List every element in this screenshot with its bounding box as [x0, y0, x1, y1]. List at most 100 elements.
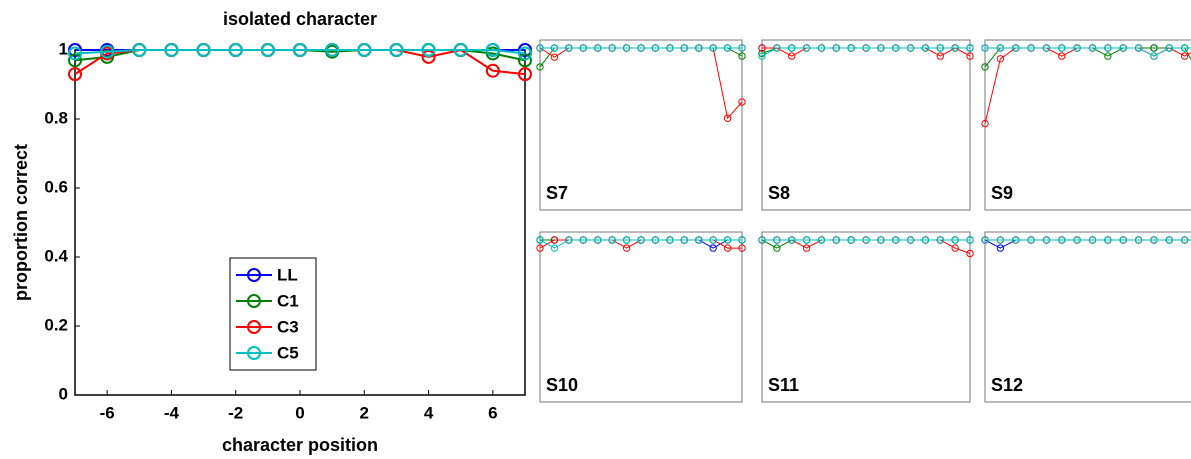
data-point — [594, 236, 602, 244]
legend-box — [229, 257, 317, 371]
data-point — [862, 44, 870, 52]
series-line — [539, 47, 743, 120]
data-point — [936, 52, 944, 60]
data-point — [709, 244, 717, 252]
data-point — [966, 236, 974, 244]
data-point — [485, 43, 500, 57]
data-point — [550, 53, 559, 61]
data-point — [637, 44, 645, 52]
x-tick-label: 6 — [488, 403, 497, 422]
data-point — [906, 44, 915, 52]
series-line — [762, 239, 971, 254]
data-point — [788, 52, 796, 60]
data-point — [738, 98, 746, 106]
data-point — [921, 236, 930, 244]
data-point — [832, 44, 840, 52]
data-point — [1119, 44, 1127, 52]
data-point — [738, 236, 746, 244]
legend-label: LL — [277, 265, 298, 284]
data-point — [788, 44, 796, 52]
data-point — [228, 43, 243, 57]
data-point — [738, 244, 746, 252]
axes-frame — [984, 231, 1191, 403]
data-point — [723, 114, 732, 122]
series-line — [984, 47, 1191, 124]
legend-marker — [247, 346, 261, 360]
data-point — [550, 44, 559, 52]
data-point — [981, 119, 989, 128]
data-point — [1104, 236, 1112, 244]
data-point — [1012, 44, 1020, 52]
series-line — [539, 239, 742, 249]
data-point — [951, 44, 959, 52]
data-point — [1134, 236, 1143, 244]
data-point — [817, 44, 826, 52]
x-axis-label: character position — [222, 435, 378, 455]
data-point — [802, 236, 811, 244]
data-point — [565, 44, 573, 52]
data-point — [100, 44, 115, 59]
data-point — [1073, 236, 1081, 244]
data-point — [758, 52, 766, 60]
data-point — [966, 249, 974, 258]
x-tick-label: 2 — [360, 403, 369, 422]
data-point — [788, 236, 796, 244]
data-point — [996, 244, 1005, 252]
data-point — [951, 244, 959, 252]
data-point — [773, 236, 781, 244]
data-point — [862, 236, 870, 244]
data-point — [892, 44, 900, 52]
data-point — [260, 43, 275, 57]
data-point — [680, 236, 688, 244]
data-point — [1058, 236, 1066, 244]
y-axis-label: proportion correct — [11, 144, 31, 301]
series-line — [985, 47, 1191, 57]
data-point — [651, 236, 660, 244]
data-point — [637, 236, 645, 244]
data-point — [357, 43, 372, 57]
data-point — [981, 63, 989, 71]
data-point — [666, 236, 674, 244]
data-point — [738, 44, 746, 52]
data-point — [877, 44, 885, 52]
legend-label: C5 — [277, 343, 299, 362]
data-point — [550, 236, 559, 244]
data-point — [738, 52, 746, 60]
data-point — [1165, 236, 1173, 244]
data-point — [758, 236, 766, 244]
series-line — [74, 49, 526, 55]
data-point — [1104, 52, 1112, 60]
data-point — [421, 43, 436, 57]
data-point — [1150, 52, 1158, 60]
data-point — [758, 49, 766, 58]
data-point — [832, 236, 840, 244]
data-point — [622, 244, 631, 252]
legend-label: C3 — [277, 317, 299, 336]
data-point — [293, 43, 307, 57]
data-point — [518, 46, 532, 61]
data-point — [579, 44, 587, 52]
data-point — [1042, 44, 1051, 52]
series-line — [984, 239, 1191, 249]
data-point — [996, 55, 1005, 63]
y-tick-label: 0.2 — [44, 315, 68, 334]
chart-title: isolated character — [223, 9, 377, 29]
panel-title: S8 — [768, 183, 790, 203]
series-line — [762, 47, 971, 57]
data-point — [1027, 44, 1035, 52]
x-tick-label: 0 — [295, 403, 304, 422]
panel-title: S10 — [546, 375, 578, 395]
data-point — [1073, 44, 1081, 52]
y-tick-label: 0.6 — [44, 177, 68, 196]
series-line — [984, 47, 1191, 68]
data-point — [196, 43, 211, 57]
data-point — [1042, 236, 1051, 244]
data-point — [996, 236, 1005, 244]
panel-title: S12 — [991, 375, 1023, 395]
data-point — [565, 236, 573, 244]
data-point — [132, 43, 147, 57]
data-point — [536, 236, 544, 244]
data-point — [817, 236, 826, 244]
data-point — [68, 46, 82, 61]
